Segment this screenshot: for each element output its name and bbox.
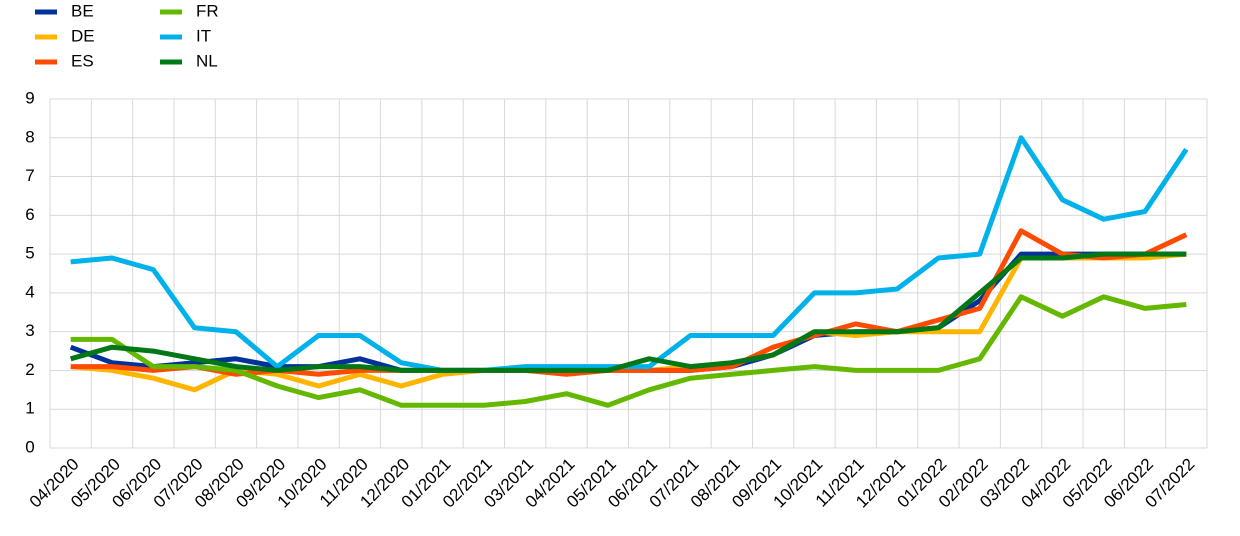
legend-label: IT	[196, 26, 211, 45]
legend-label: ES	[71, 51, 94, 70]
y-tick-label: 0	[25, 437, 34, 456]
y-tick-label: 6	[25, 205, 34, 224]
y-tick-label: 5	[25, 244, 34, 263]
legend-label: BE	[71, 1, 94, 20]
y-tick-label: 3	[25, 321, 34, 340]
series-line	[70, 228, 1188, 377]
series-line	[70, 251, 1187, 373]
y-tick-label: 1	[25, 399, 34, 418]
series-line	[70, 294, 1187, 408]
legend-label: NL	[196, 51, 218, 70]
legend-label: DE	[71, 26, 95, 45]
y-tick-label: 2	[25, 360, 34, 379]
y-tick-label: 8	[25, 127, 34, 146]
y-tick-label: 4	[25, 282, 34, 301]
y-tick-label: 7	[25, 166, 34, 185]
legend-label: FR	[196, 1, 219, 20]
y-tick-label: 9	[25, 88, 34, 107]
